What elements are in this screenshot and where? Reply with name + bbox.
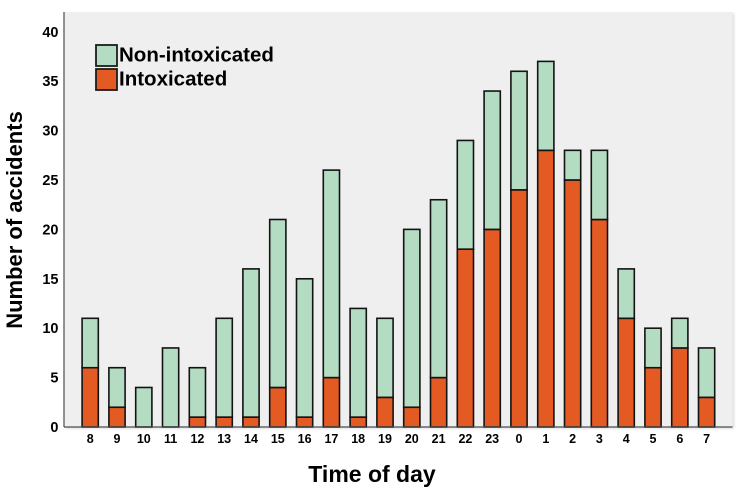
- svg-text:0: 0: [50, 420, 58, 436]
- svg-text:15: 15: [271, 432, 285, 446]
- svg-text:4: 4: [623, 432, 630, 446]
- svg-text:Non-intoxicated: Non-intoxicated: [119, 44, 274, 67]
- svg-text:3: 3: [596, 432, 603, 446]
- svg-text:40: 40: [42, 25, 58, 41]
- svg-text:10: 10: [42, 321, 58, 337]
- svg-text:10: 10: [137, 432, 151, 446]
- svg-text:2: 2: [569, 432, 576, 446]
- svg-text:18: 18: [351, 432, 365, 446]
- svg-text:15: 15: [42, 272, 58, 288]
- svg-text:11: 11: [164, 432, 177, 446]
- svg-text:6: 6: [676, 432, 683, 446]
- svg-text:14: 14: [244, 432, 258, 446]
- svg-text:5: 5: [50, 371, 58, 387]
- svg-text:20: 20: [42, 222, 58, 238]
- svg-text:19: 19: [378, 432, 392, 446]
- svg-text:Intoxicated: Intoxicated: [119, 68, 227, 91]
- svg-text:0: 0: [516, 432, 523, 446]
- svg-text:9: 9: [114, 432, 121, 446]
- svg-text:13: 13: [217, 432, 231, 446]
- svg-text:20: 20: [405, 432, 419, 446]
- svg-text:30: 30: [42, 124, 58, 140]
- svg-text:35: 35: [42, 74, 58, 90]
- svg-text:25: 25: [42, 173, 58, 189]
- svg-text:16: 16: [298, 432, 312, 446]
- svg-text:5: 5: [650, 432, 657, 446]
- svg-text:17: 17: [324, 432, 338, 446]
- svg-text:7: 7: [703, 432, 710, 446]
- svg-text:1: 1: [542, 432, 549, 446]
- svg-text:12: 12: [190, 432, 204, 446]
- svg-text:23: 23: [485, 432, 499, 446]
- svg-text:22: 22: [458, 432, 472, 446]
- svg-text:21: 21: [432, 432, 446, 446]
- svg-text:8: 8: [87, 432, 94, 446]
